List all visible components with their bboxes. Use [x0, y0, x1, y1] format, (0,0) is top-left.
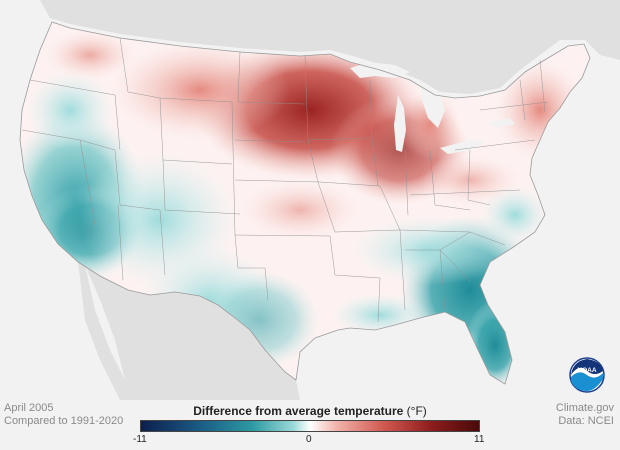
noaa-logo-text: NOAA	[577, 367, 596, 374]
legend-mid-label: 0	[306, 434, 312, 445]
legend-color-bar	[140, 420, 480, 432]
temperature-anomaly-map	[0, 0, 620, 400]
data-source-label: Data: NCEI	[558, 415, 614, 427]
noaa-logo: NOAA	[569, 357, 605, 393]
gulf-of-california	[85, 265, 125, 380]
baseline-label: Compared to 1991-2020	[4, 415, 124, 427]
source-label: Climate.gov	[555, 402, 614, 414]
legend-title: Difference from average temperature (°F)	[140, 404, 480, 418]
map-caption-left: April 2005 Compared to 1991-2020	[4, 402, 123, 428]
map-caption-right: Climate.gov Data: NCEI	[556, 402, 614, 428]
date-label: April 2005	[4, 402, 54, 414]
legend-unit: (°F)	[406, 404, 427, 418]
us-outline	[19, 21, 591, 385]
mexico-landmass	[78, 262, 300, 400]
legend-title-text: Difference from average temperature	[193, 404, 404, 418]
legend-max-label: 11	[474, 434, 485, 445]
legend-min-label: -11	[133, 434, 147, 445]
canada-landmass	[0, 0, 620, 94]
state-boundaries	[21, 37, 549, 323]
